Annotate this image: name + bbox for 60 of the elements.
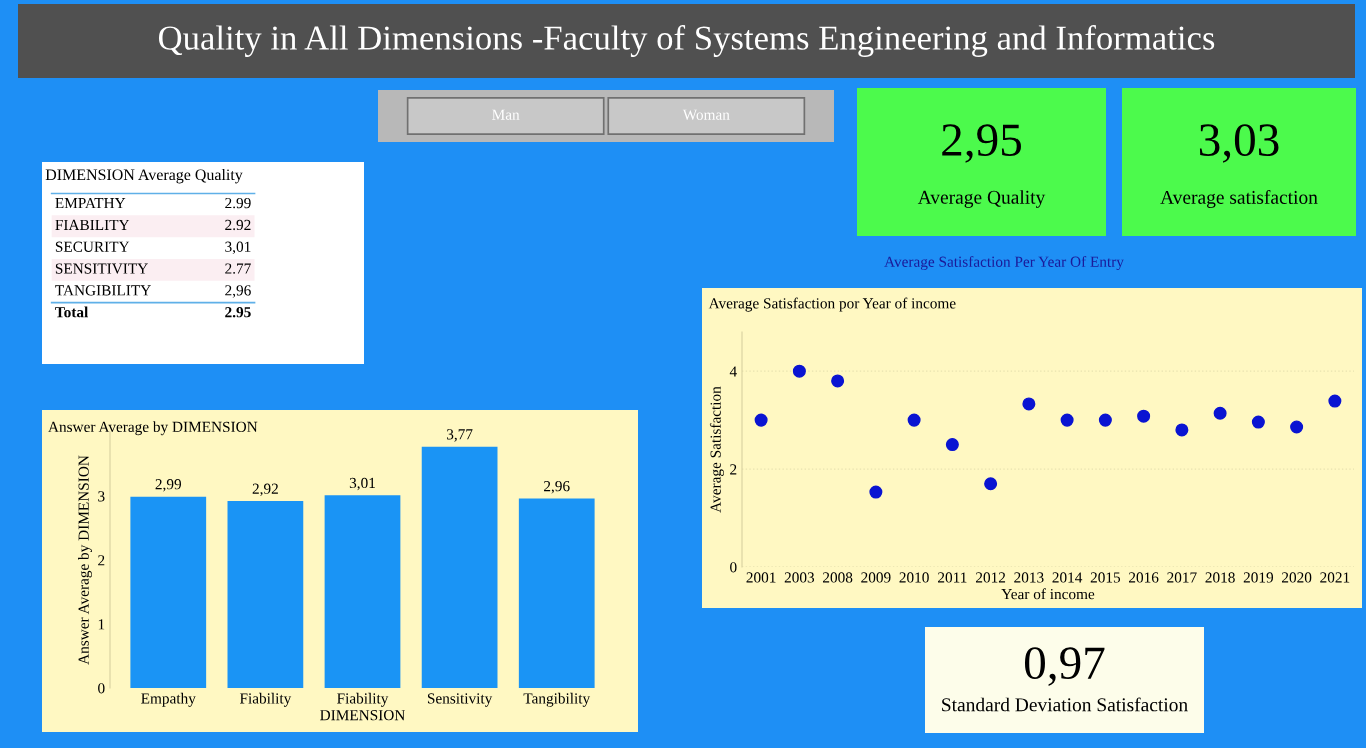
text: Quality in All Dimensions -Faculty of Systems Engineering and Informatics [158, 25, 1215, 57]
text: 2.99 [225, 197, 251, 209]
x-axis-title: DIMENSION [320, 710, 406, 721]
text: 2.77 [225, 263, 251, 274]
data-label: 2,92 [252, 483, 278, 497]
text: Standard Deviation Satisfaction [942, 697, 1188, 712]
chart-title: Average Satisfaction por Year of income [708, 297, 956, 312]
text: 0,97 [1024, 647, 1105, 686]
text: SECURITY [55, 241, 130, 252]
x-tick-label: 2003 [784, 572, 815, 583]
x-tick-label: 2010 [899, 572, 929, 583]
chart-title: Answer Average by DIMENSION [48, 421, 258, 436]
data-label: 3,01 [349, 477, 375, 491]
x-tick-label: Fiability [337, 692, 389, 707]
data-label: 3,77 [446, 429, 473, 442]
x-tick-label: 2021 [1320, 572, 1350, 583]
x-tick-label: 2014 [1052, 572, 1083, 583]
y-axis-title: Average Satisfaction [709, 386, 724, 513]
text: 3,03 [1199, 124, 1279, 163]
x-tick-label: 2012 [976, 572, 1006, 583]
x-tick-label: 2020 [1282, 572, 1312, 583]
x-tick-label: 2011 [938, 572, 967, 583]
text: FIABILITY [55, 219, 130, 230]
x-tick-label: Tangibility [523, 692, 591, 707]
y-tick-label: 2 [98, 555, 105, 566]
data-label: 2,99 [155, 479, 182, 492]
x-tick-label: 2016 [1129, 572, 1159, 583]
y-tick-label: 4 [729, 366, 737, 377]
text: SENSITIVITY [55, 263, 148, 274]
text: Average Satisfaction Per Year Of Entry [884, 255, 1124, 271]
text: TANGIBILITY [55, 285, 151, 296]
text: 2.92 [225, 219, 251, 231]
x-tick-label: 2017 [1167, 572, 1197, 583]
x-tick-label: 2018 [1205, 572, 1235, 583]
x-tick-label: Fiability [239, 692, 292, 707]
text: 3,01 [225, 241, 251, 255]
x-tick-label: 2013 [1014, 572, 1044, 583]
y-axis-title: Answer Average by DIMENSION [78, 455, 92, 665]
x-tick-label: Sensitivity [427, 693, 493, 707]
data-label: 2,96 [544, 481, 570, 494]
x-tick-label: 2015 [1090, 572, 1121, 583]
text: Average Quality [917, 190, 1046, 208]
text: 2.95 [225, 307, 251, 318]
x-tick-label: 2008 [823, 572, 853, 583]
text: Average satisfaction [1160, 190, 1318, 208]
y-tick-label: 3 [98, 491, 105, 502]
x-tick-label: 2009 [861, 572, 891, 583]
text: Total [55, 306, 89, 318]
x-tick-label: 2001 [746, 572, 776, 583]
x-axis-title: Year of income [1001, 588, 1095, 600]
text: DIMENSION Average Quality [45, 168, 243, 184]
y-tick-label: 0 [730, 562, 737, 573]
y-tick-label: 1 [98, 619, 105, 630]
y-tick-label: 2 [730, 464, 737, 475]
x-tick-label: Empathy [141, 692, 196, 707]
x-tick-label: 2019 [1243, 572, 1274, 583]
text: 2,96 [225, 285, 251, 298]
text: EMPATHY [55, 198, 126, 209]
y-tick-label: 0 [98, 683, 105, 694]
text: 2,95 [942, 124, 1021, 163]
